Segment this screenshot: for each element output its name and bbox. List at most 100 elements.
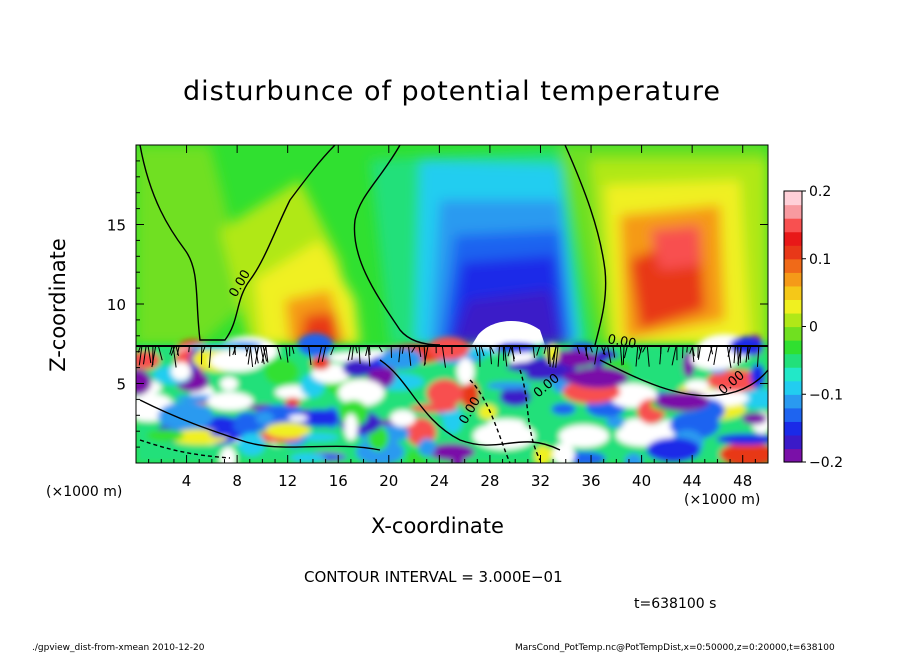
- colorbar-swatch: [784, 231, 802, 246]
- contour-dense-stroke: [612, 345, 616, 358]
- heatmap-field: [136, 145, 768, 463]
- contour-dense-stroke: [733, 345, 736, 364]
- contour-dense-stroke: [188, 345, 190, 353]
- x-axis-label: X-coordinate: [371, 514, 504, 538]
- contour-dense-stroke: [401, 345, 404, 354]
- turbulence-patch: [310, 356, 331, 370]
- turbulence-patch: [451, 453, 465, 463]
- turbulence-patch: [506, 361, 569, 374]
- contour-dense-stroke: [261, 345, 267, 364]
- contour-dense-stroke: [726, 345, 732, 368]
- colorbar-tick-label: 0.2: [809, 184, 831, 200]
- x-tick-label: 44: [683, 472, 702, 490]
- contour-dense-stroke: [543, 345, 547, 354]
- contour-dense-stroke: [682, 345, 684, 359]
- contour-dense-stroke: [503, 345, 508, 367]
- contour-line: [139, 399, 381, 451]
- contour-line: [599, 359, 768, 397]
- turbulence-patch: [219, 446, 237, 463]
- y-axis: 5 10 15: [107, 160, 768, 448]
- x-tick-label: 12: [278, 472, 297, 490]
- turbulence-patch: [719, 442, 768, 463]
- contour-dense-stroke: [671, 345, 677, 366]
- field-turbulence: [136, 333, 768, 463]
- colorbar-swatch: [784, 191, 802, 206]
- contour-dense-stroke: [202, 345, 206, 353]
- turbulence-patch: [265, 422, 311, 439]
- colorbar-swatch: [784, 312, 802, 328]
- contour-dense-stroke: [367, 345, 371, 367]
- contour-dense-stroke: [474, 345, 479, 357]
- contour-dense-stroke: [175, 345, 180, 357]
- contour-dense-stroke: [308, 345, 312, 366]
- turbulence-patch: [379, 347, 422, 370]
- colorbar-swatch: [784, 218, 802, 233]
- contour-dense-stroke: [291, 345, 295, 354]
- contour-line: [139, 439, 231, 459]
- y-tick-label: 10: [107, 296, 126, 314]
- contour-dense-stroke: [518, 345, 521, 354]
- colorbar-swatch: [784, 258, 802, 273]
- turbulence-patch: [547, 349, 598, 368]
- turbulence-patch: [290, 453, 326, 463]
- contour-dense-stroke: [169, 345, 173, 355]
- colorbar-swatch: [784, 299, 802, 314]
- contour-dense-stroke: [638, 345, 643, 360]
- x-unit-label-right: (×1000 m): [684, 492, 761, 508]
- contour-dense-stroke: [686, 345, 688, 353]
- contour-dense-stroke: [619, 345, 623, 366]
- contour-dense-stroke: [408, 345, 412, 366]
- colorbar-tick-label: 0: [809, 320, 818, 336]
- contour-dense-stroke: [398, 345, 401, 363]
- colorbar-swatch: [784, 272, 802, 287]
- contour-dense-stroke: [489, 345, 492, 365]
- contour-dense-stroke: [646, 345, 650, 367]
- turbulence-patch: [551, 403, 576, 416]
- colorbar-swatch: [784, 204, 802, 219]
- contour-dense-stroke: [511, 345, 515, 362]
- contour-dense-stroke: [365, 345, 369, 357]
- contour-dense-stroke: [411, 345, 416, 353]
- contour-dense-band: [137, 345, 760, 368]
- x-tick-label: 16: [329, 472, 348, 490]
- contour-dense-stroke: [710, 345, 714, 355]
- turbulence-patch: [344, 413, 358, 441]
- contour-dense-stroke: [642, 345, 647, 353]
- contour-dense-stroke: [747, 345, 750, 360]
- contour-dense-stroke: [497, 345, 500, 367]
- contour-dense-stroke: [585, 345, 588, 357]
- x-tick-label: 40: [632, 472, 651, 490]
- contour-dense-stroke: [576, 345, 580, 354]
- turbulence-patch: [534, 445, 551, 463]
- contour-dense-stroke: [244, 345, 248, 353]
- turbulence-patch: [553, 442, 575, 463]
- turbulence-patch: [207, 392, 254, 411]
- contour-dense-stroke: [594, 345, 599, 365]
- y-tick-label: 15: [107, 217, 126, 235]
- colorbar-swatch: [784, 285, 802, 300]
- field-blob-white: [472, 320, 545, 345]
- contour-dense-stroke: [351, 345, 354, 360]
- turbulence-patch: [288, 414, 308, 422]
- contour-dense-stroke: [739, 345, 742, 364]
- contour-dense-stroke: [555, 345, 559, 368]
- contour-dense-stroke: [489, 345, 495, 354]
- contour-dense-stroke: [547, 345, 550, 365]
- x-tick-label: 36: [581, 472, 600, 490]
- contour-dense-stroke: [689, 345, 694, 354]
- turbulence-patch: [742, 412, 767, 425]
- contour-dense-stroke: [208, 345, 212, 368]
- turbulence-patch: [499, 387, 532, 407]
- x-tick-label: 4: [182, 472, 192, 490]
- colorbar-tick-label: 0.1: [809, 252, 831, 268]
- contour-dense-stroke: [418, 345, 422, 357]
- colorbar-swatch: [784, 245, 802, 260]
- footer-right: MarsCond_PotTemp.nc@PotTempDist,x=0:5000…: [515, 643, 835, 653]
- contour-dense-stroke: [536, 345, 541, 356]
- contour-dense-stroke: [143, 345, 147, 365]
- contour-dense-stroke: [602, 345, 606, 355]
- turbulence-patch: [210, 349, 265, 372]
- contour-dense-stroke: [347, 345, 352, 361]
- footer-left: ./gpview_dist-from-xmean 2010-12-20: [32, 643, 205, 653]
- contour-line: [139, 145, 336, 341]
